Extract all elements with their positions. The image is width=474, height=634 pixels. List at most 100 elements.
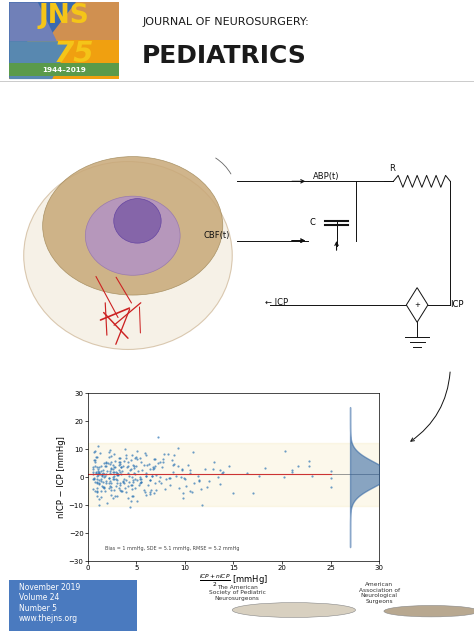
Point [281, 446, 288, 456]
Point [118, 486, 126, 496]
Point [125, 461, 132, 471]
Point [102, 458, 109, 468]
Point [116, 459, 124, 469]
Point [107, 476, 114, 486]
Point [327, 466, 335, 476]
Point [101, 471, 109, 481]
Point [105, 473, 113, 483]
Point [93, 477, 100, 488]
Point [97, 486, 105, 496]
Point [106, 479, 113, 489]
Point [100, 468, 107, 478]
Point [107, 484, 115, 495]
Point [190, 477, 198, 488]
Point [118, 466, 126, 476]
Text: Number 5: Number 5 [19, 604, 57, 613]
Point [130, 463, 138, 474]
Point [105, 473, 113, 483]
Point [124, 493, 131, 503]
Point [216, 465, 224, 476]
Point [216, 479, 224, 489]
Point [151, 461, 159, 471]
Point [93, 486, 101, 496]
Point [180, 474, 187, 484]
Point [128, 481, 135, 491]
Point [97, 474, 104, 484]
Point [109, 493, 117, 503]
Point [107, 477, 115, 488]
Text: Bias = 1 mmHg, SDE = 5.1 mmHg, RMSE = 5.2 mmHg: Bias = 1 mmHg, SDE = 5.1 mmHg, RMSE = 5.… [105, 546, 240, 551]
Point [123, 462, 131, 472]
X-axis label: $\frac{ICP + nICP}{2}$ [mmHg]: $\frac{ICP + nICP}{2}$ [mmHg] [199, 573, 268, 589]
Point [137, 477, 145, 487]
Point [186, 469, 194, 479]
Point [142, 490, 150, 500]
Point [180, 493, 187, 503]
Point [98, 471, 106, 481]
Point [89, 467, 97, 477]
Point [249, 488, 256, 498]
Point [110, 471, 118, 481]
Point [146, 487, 154, 497]
Point [201, 464, 209, 474]
Point [143, 471, 150, 481]
Point [153, 484, 160, 495]
Point [140, 460, 147, 470]
Point [124, 481, 132, 491]
Point [117, 469, 124, 479]
Point [146, 475, 154, 485]
Point [108, 451, 115, 461]
Point [97, 476, 104, 486]
Point [128, 472, 136, 482]
Point [160, 449, 168, 459]
Point [99, 469, 106, 479]
Point [186, 465, 194, 475]
Text: 1944–2019: 1944–2019 [42, 67, 86, 73]
Text: www.thejns.org: www.thejns.org [19, 614, 78, 623]
Point [120, 478, 128, 488]
Point [116, 485, 123, 495]
Bar [9, 63, 119, 76]
Point [106, 451, 113, 462]
Polygon shape [47, 3, 118, 39]
Point [94, 466, 102, 476]
Point [155, 458, 162, 468]
Point [92, 468, 100, 478]
Point [91, 486, 99, 496]
Point [115, 469, 122, 479]
Point [137, 478, 144, 488]
Point [110, 484, 118, 495]
Point [295, 461, 302, 471]
Point [134, 446, 141, 456]
Point [215, 472, 222, 482]
Point [155, 476, 163, 486]
Bar [88, 443, 379, 506]
Point [93, 462, 101, 472]
Point [92, 453, 100, 463]
Point [99, 470, 106, 480]
Point [137, 472, 144, 482]
Point [97, 469, 104, 479]
Text: ABP(t): ABP(t) [313, 172, 339, 181]
Point [95, 500, 103, 510]
Point [115, 453, 122, 463]
Point [117, 477, 124, 488]
Point [94, 477, 101, 487]
Point [124, 457, 132, 467]
Point [288, 465, 296, 475]
Point [110, 474, 118, 484]
Point [137, 474, 145, 484]
Point [117, 486, 125, 496]
Point [141, 448, 149, 458]
Point [195, 476, 203, 486]
Polygon shape [9, 41, 71, 79]
Point [170, 450, 177, 460]
Point [149, 463, 156, 474]
Text: JNS: JNS [38, 3, 90, 30]
Ellipse shape [114, 198, 161, 243]
Point [178, 472, 185, 482]
Polygon shape [9, 3, 57, 41]
Point [169, 455, 176, 465]
Point [133, 496, 141, 506]
Point [101, 462, 109, 472]
